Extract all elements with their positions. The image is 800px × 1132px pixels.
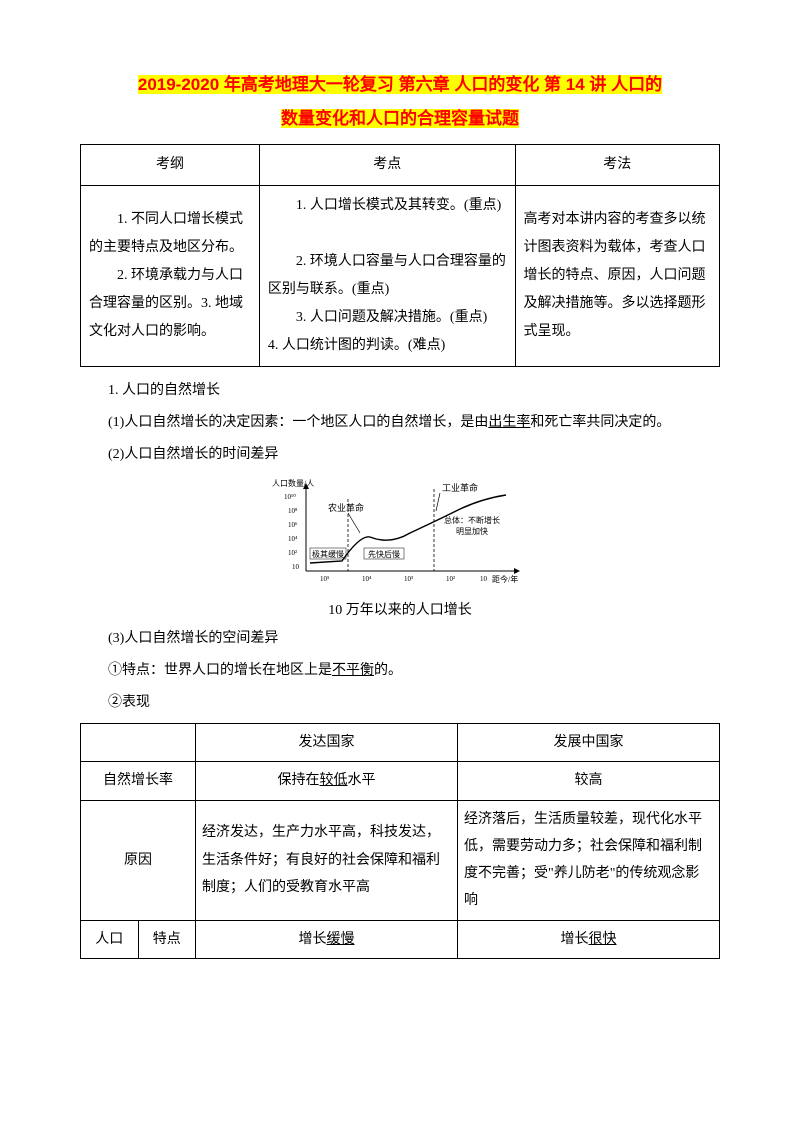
t2-r3-a: 增长缓慢	[196, 920, 458, 958]
svg-text:10⁴: 10⁴	[362, 575, 372, 583]
svg-text:距今/年: 距今/年	[492, 574, 518, 584]
svg-text:极其缓慢: 极其缓慢	[312, 549, 344, 559]
svg-text:10: 10	[292, 563, 300, 571]
section-1-3: (3)人口自然增长的空间差异	[80, 625, 720, 653]
svg-text:10⁶: 10⁶	[288, 521, 298, 529]
svg-text:10: 10	[480, 575, 488, 583]
svg-text:人口数量/人: 人口数量/人	[272, 478, 314, 488]
t2-r1-h: 自然增长率	[81, 762, 196, 800]
underline-unbalanced: 不平衡	[332, 663, 374, 678]
cell-kaogang: 1. 不同人口增长模式的主要特点及地区分布。 2. 环境承载力与人口合理容量的区…	[81, 186, 260, 367]
svg-text:10⁸: 10⁸	[288, 507, 298, 515]
cell-kaofa: 高考对本讲内容的考查多以统计图表资料为载体，考查人口增长的特点、原因，人口问题及…	[515, 186, 720, 367]
t2-corner	[81, 724, 196, 762]
title-line2: 数量变化和人口的合理容量试题	[281, 109, 519, 128]
svg-text:10¹⁰: 10¹⁰	[284, 493, 296, 501]
t2-col-developed: 发达国家	[196, 724, 458, 762]
growth-chart: 人口数量/人 10¹⁰ 10⁸ 10⁶ 10⁴ 10² 10 10⁵ 10⁴ 1…	[80, 475, 720, 595]
t2-r3-h1: 人口	[81, 920, 139, 958]
section-1-2: (2)人口自然增长的时间差异	[80, 441, 720, 469]
svg-text:10³: 10³	[404, 575, 413, 583]
section-1-3-2: ②表现	[80, 689, 720, 717]
comparison-table: 发达国家 发展中国家 自然增长率 保持在较低水平 较高 原因 经济发达，生产力水…	[80, 723, 720, 959]
section-1-3-1: ①特点：世界人口的增长在地区上是不平衡的。	[80, 657, 720, 685]
svg-text:10⁵: 10⁵	[320, 575, 330, 583]
th-kaodian: 考点	[259, 145, 515, 186]
th-kaofa: 考法	[515, 145, 720, 186]
title-line1: 2019-2020 年高考地理大一轮复习 第六章 人口的变化 第 14 讲 人口…	[138, 75, 662, 94]
underline-birthrate: 出生率	[488, 415, 530, 430]
t2-r3-h2: 特点	[138, 920, 196, 958]
t2-r1-a: 保持在较低水平	[196, 762, 458, 800]
t2-r1-b: 较高	[457, 762, 719, 800]
t2-r2-h: 原因	[81, 800, 196, 920]
svg-text:总体：不断增长: 总体：不断增长	[444, 515, 500, 525]
section-1: 1. 人口的自然增长	[80, 377, 720, 405]
outline-table: 考纲 考点 考法 1. 不同人口增长模式的主要特点及地区分布。 2. 环境承载力…	[80, 144, 720, 367]
th-kaogang: 考纲	[81, 145, 260, 186]
chart-caption: 10 万年以来的人口增长	[80, 599, 720, 619]
page-title: 2019-2020 年高考地理大一轮复习 第六章 人口的变化 第 14 讲 人口…	[80, 68, 720, 136]
t2-r3-b: 增长很快	[457, 920, 719, 958]
svg-text:10²: 10²	[288, 549, 297, 557]
t2-r2-b: 经济落后，生活质量较差，现代化水平低，需要劳动力多；社会保障和福利制度不完善；受…	[457, 800, 719, 920]
svg-text:明显加快: 明显加快	[456, 526, 488, 536]
svg-text:10⁴: 10⁴	[288, 535, 298, 543]
svg-text:10²: 10²	[446, 575, 455, 583]
svg-text:工业革命: 工业革命	[442, 482, 478, 493]
cell-kaodian: 1. 人口增长模式及其转变。(重点) 2. 环境人口容量与人口合理容量的区别与联…	[259, 186, 515, 367]
svg-text:先快后慢: 先快后慢	[368, 549, 400, 559]
svg-text:农业革命: 农业革命	[328, 502, 364, 513]
t2-col-developing: 发展中国家	[457, 724, 719, 762]
section-1-1: (1)人口自然增长的决定因素：一个地区人口的自然增长，是由出生率和死亡率共同决定…	[80, 409, 720, 437]
t2-r2-a: 经济发达，生产力水平高，科技发达，生活条件好；有良好的社会保障和福利制度；人们的…	[196, 800, 458, 920]
chart-svg: 人口数量/人 10¹⁰ 10⁸ 10⁶ 10⁴ 10² 10 10⁵ 10⁴ 1…	[270, 475, 530, 590]
